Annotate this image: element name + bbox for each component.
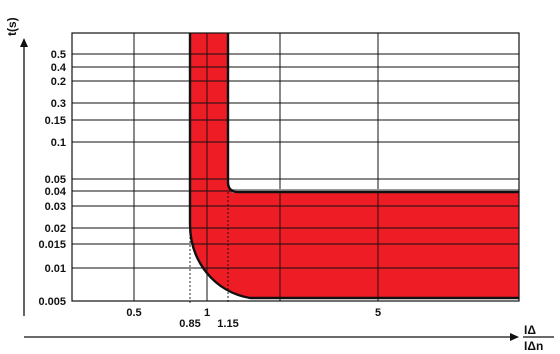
y-tick-label: 0.005 — [38, 296, 66, 308]
y-tick-label: 0.015 — [38, 239, 66, 251]
x-tick-labels: 0.5 0.85 1 1.15 5 — [126, 307, 381, 330]
y-tick-label: 0.03 — [45, 201, 66, 213]
axes — [20, 38, 519, 341]
upper-limit-curve — [226, 33, 519, 194]
tripping-band-area — [190, 33, 519, 298]
x-axis-title-denominator: IΔn — [524, 339, 543, 353]
y-axis-arrow-icon — [20, 38, 28, 47]
y-tick-label: 0.4 — [51, 62, 67, 74]
y-tick-labels: 0.50.4 0.2 0.3 0.15 0.1 0.050.04 0.03 0.02 0.015… — [38, 49, 66, 308]
y-tick-label: 0.3 — [51, 98, 66, 110]
x-tick-label: 0.5 — [126, 307, 141, 319]
x-tick-label: 0.85 — [179, 318, 200, 330]
y-tick-label: 0.5 — [51, 49, 66, 61]
plot-border — [71, 32, 520, 302]
y-tick-label: 0.02 — [45, 223, 66, 235]
tripping-band — [72, 33, 519, 304]
x-axis-title-numerator: IΔ — [524, 323, 536, 337]
y-tick-label: 0.2 — [51, 76, 66, 88]
x-axis-arrow-icon — [510, 333, 519, 341]
y-tick-label: 0.15 — [45, 115, 66, 127]
y-tick-label: 0.1 — [51, 137, 66, 149]
y-axis-title: t(s) — [5, 17, 19, 36]
plot-frame — [71, 32, 520, 302]
y-tick-label: 0.04 — [45, 186, 67, 198]
y-tick-label: 0.01 — [45, 263, 66, 275]
x-tick-label: 5 — [375, 307, 381, 319]
y-tick-label: 0.05 — [45, 174, 66, 186]
x-tick-label: 1 — [204, 307, 210, 319]
x-tick-label: 1.15 — [217, 318, 238, 330]
